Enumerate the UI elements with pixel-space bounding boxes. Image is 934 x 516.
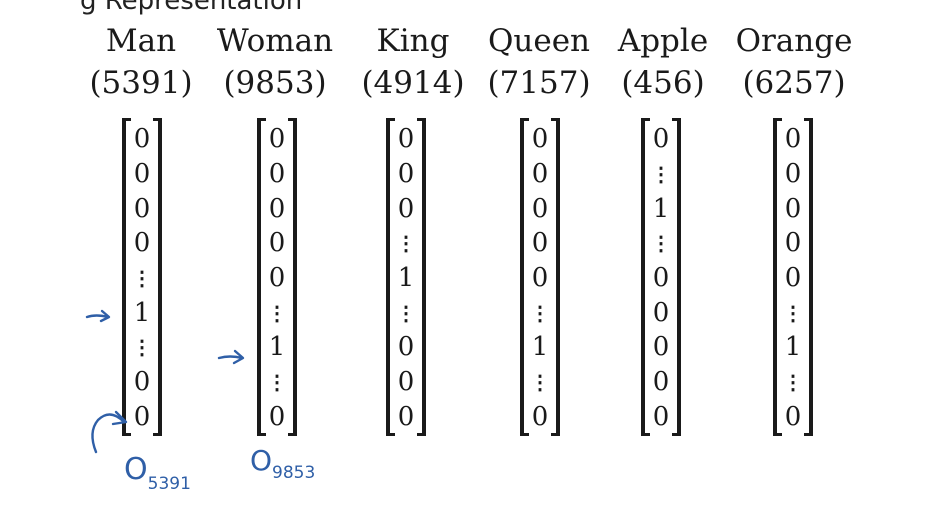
vector-entry: 0 xyxy=(133,228,151,259)
left-bracket xyxy=(641,118,650,436)
one-hot-vector: 0 0 0 0 ⋮ 1 ⋮ 0 0 xyxy=(122,118,162,436)
vector-entry: ⋮ xyxy=(267,370,287,395)
vector-entry: 1 xyxy=(133,297,151,328)
vector-entry: 0 xyxy=(652,332,670,363)
left-bracket xyxy=(257,118,266,436)
one-hot-vector: 0 0 0 0 0 ⋮ 1 ⋮ 0 xyxy=(520,118,560,436)
word-label: Woman xyxy=(216,23,334,59)
word-index: (456) xyxy=(621,65,705,101)
vector-entry: 0 xyxy=(133,159,151,189)
one-hot-symbol: O xyxy=(124,452,148,487)
vector-entry: 0 xyxy=(397,401,415,432)
one-hot-vector: 0 ⋮ 1 ⋮ 0 0 0 0 0 xyxy=(641,118,681,436)
one-hot-vector: 0 0 0 0 0 ⋮ 1 ⋮ 0 xyxy=(257,118,297,436)
one-hot-vector: 0 0 0 0 0 ⋮ 1 ⋮ 0 xyxy=(773,118,813,436)
vector-entry: 0 xyxy=(652,124,670,155)
vector-entry: 0 xyxy=(133,124,151,155)
vector-entry: 1 xyxy=(397,263,415,294)
right-bracket xyxy=(672,118,681,436)
vector-entry: 1 xyxy=(784,332,802,363)
vector-entry: 0 xyxy=(133,367,151,398)
vector-entry: 0 xyxy=(784,228,802,259)
vector-entry: 0 xyxy=(397,193,415,224)
vector-entry: ⋮ xyxy=(396,231,416,256)
vector-entry: 0 xyxy=(397,124,415,155)
vector-entry: ⋮ xyxy=(132,335,152,360)
vector-entry: ⋮ xyxy=(651,162,671,186)
vector-entry: ⋮ xyxy=(267,300,287,325)
vector-entry: 0 xyxy=(268,193,286,224)
word-label: Apple xyxy=(617,23,709,59)
word-index: (5391) xyxy=(89,65,193,101)
vector-entry: 0 xyxy=(531,159,549,189)
word-label: Queen xyxy=(487,23,591,59)
vector-entry: 0 xyxy=(652,367,670,398)
vector-entry: 1 xyxy=(531,332,549,363)
left-bracket xyxy=(773,118,782,436)
vector-entry: 0 xyxy=(268,159,286,189)
vector-entry: 0 xyxy=(784,401,802,432)
word-label: Man xyxy=(105,23,177,59)
left-bracket xyxy=(386,118,395,436)
vector-entry: 0 xyxy=(268,124,286,155)
right-bracket xyxy=(153,118,162,436)
curved-arrow-icon xyxy=(91,410,128,454)
arrow-right-icon xyxy=(85,309,111,323)
word-index: (7157) xyxy=(487,65,591,101)
vector-entry: 0 xyxy=(531,124,549,155)
vector-entry: ⋮ xyxy=(783,370,803,395)
vector-entry: 0 xyxy=(531,263,549,294)
vector-entry: 1 xyxy=(652,193,670,224)
vector-entry: ⋮ xyxy=(530,370,550,395)
vector-entry: 0 xyxy=(531,193,549,224)
vector-entry: 0 xyxy=(784,193,802,224)
left-bracket xyxy=(520,118,529,436)
word-index: (4914) xyxy=(361,65,465,101)
word-label: King xyxy=(376,23,450,59)
vector-entry: 0 xyxy=(652,401,670,432)
right-bracket xyxy=(551,118,560,436)
one-hot-subscript: 9853 xyxy=(272,463,316,483)
vector-entry: ⋮ xyxy=(530,300,550,325)
right-bracket xyxy=(804,118,813,436)
vector-entry: 0 xyxy=(268,401,286,432)
vector-entry: 0 xyxy=(133,401,151,432)
one-hot-label-man: O5391 xyxy=(124,452,191,494)
header-fragment: g Representation xyxy=(80,0,303,16)
arrow-right-icon xyxy=(217,349,245,365)
word-index: (9853) xyxy=(223,65,327,101)
vector-entry: 0 xyxy=(133,193,151,224)
vector-entry: 0 xyxy=(397,332,415,363)
word-index: (6257) xyxy=(742,65,846,101)
vector-entry: ⋮ xyxy=(396,300,416,325)
one-hot-subscript: 5391 xyxy=(147,474,191,494)
right-bracket xyxy=(288,118,297,436)
one-hot-label-woman: O9853 xyxy=(250,444,315,483)
vector-entry: 0 xyxy=(784,263,802,294)
one-hot-vector: 0 0 0 ⋮ 1 ⋮ 0 0 0 xyxy=(386,118,426,436)
one-hot-symbol: O xyxy=(250,444,273,477)
vector-entry: 0 xyxy=(652,263,670,294)
vector-entry: 0 xyxy=(531,228,549,259)
vector-entry: ⋮ xyxy=(132,266,152,291)
left-bracket xyxy=(122,118,131,436)
vector-entry: 0 xyxy=(652,297,670,328)
vector-entry: ⋮ xyxy=(651,231,671,256)
vector-entry: 0 xyxy=(397,367,415,398)
vector-entry: 0 xyxy=(268,263,286,294)
vector-entry: 1 xyxy=(268,332,286,363)
vector-entry: 0 xyxy=(784,159,802,189)
right-bracket xyxy=(417,118,426,436)
vector-entry: 0 xyxy=(397,159,415,189)
word-label: Orange xyxy=(735,23,853,59)
vector-entry: 0 xyxy=(784,124,802,155)
vector-entry: ⋮ xyxy=(783,300,803,325)
vector-entry: 0 xyxy=(268,228,286,259)
vector-entry: 0 xyxy=(531,401,549,432)
